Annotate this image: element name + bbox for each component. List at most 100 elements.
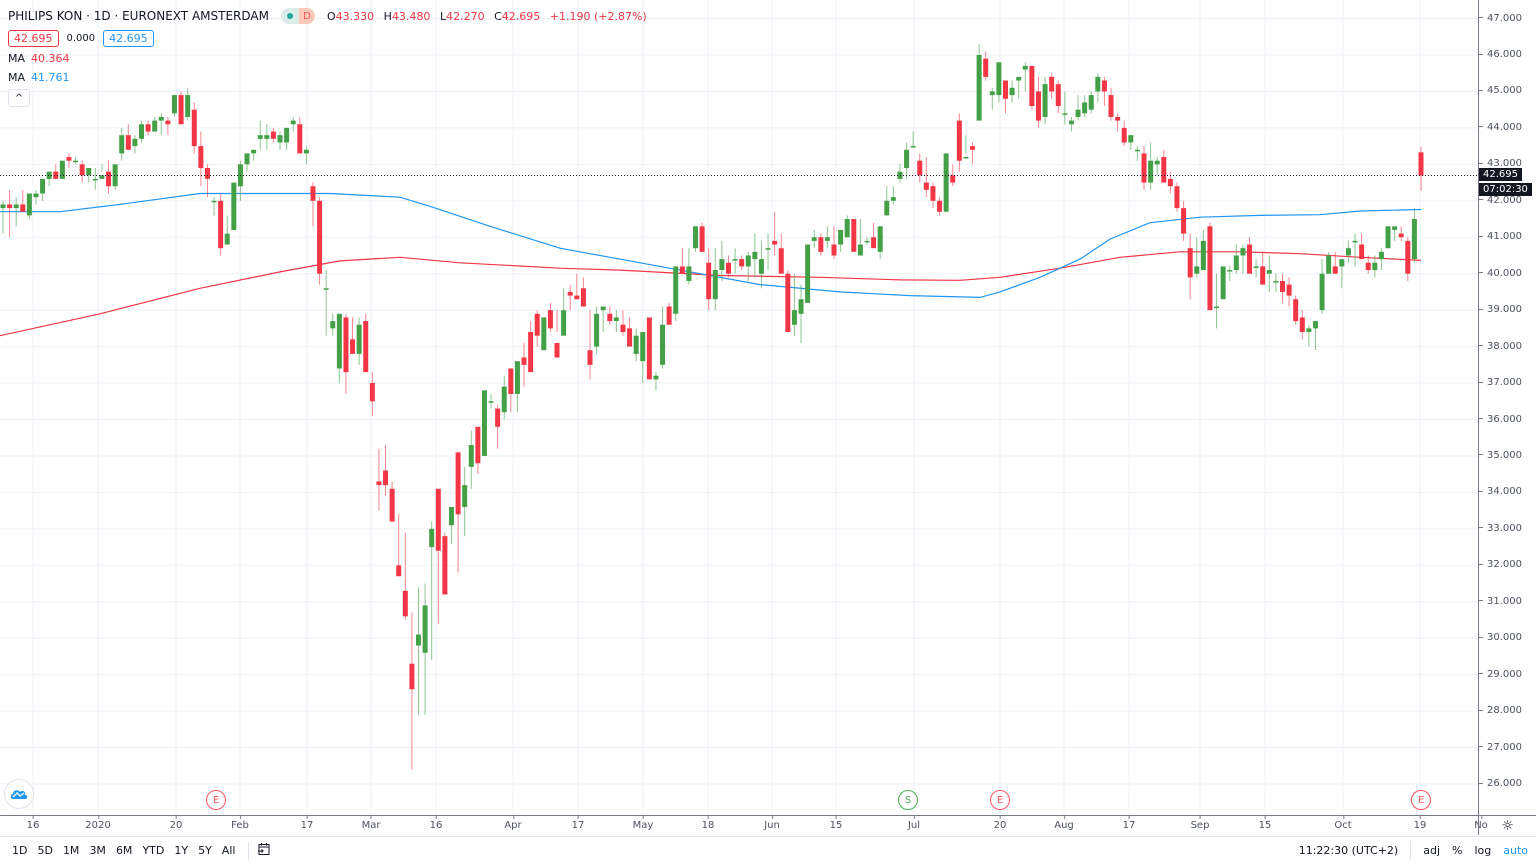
candle <box>1411 208 1417 263</box>
candle <box>1194 237 1200 278</box>
candle <box>106 160 112 194</box>
settings-gear-icon: ☼ <box>1501 817 1514 834</box>
candle <box>231 182 237 230</box>
candle <box>244 153 250 172</box>
range-button-5d[interactable]: 5D <box>37 844 53 857</box>
clock-timezone[interactable]: 11:22:30 (UTC+2) <box>1298 844 1399 857</box>
goto-date-button[interactable] <box>257 842 271 859</box>
bid-ask-row: 42.695 0.000 42.695 <box>8 28 653 48</box>
ma-blue-line[interactable] <box>0 192 1422 299</box>
candle <box>363 313 369 373</box>
range-button-1y[interactable]: 1Y <box>174 844 189 857</box>
candles <box>0 44 1424 770</box>
bottom-toolbar: 1D 5D 1M 3M 6M YTD 1Y 5Y All 11:22:30 (UTC+2) ad… <box>0 836 1536 864</box>
range-button-1d[interactable]: 1D <box>12 844 28 857</box>
ma-red-line[interactable] <box>0 251 1422 337</box>
candle <box>1233 244 1239 274</box>
chart-settings-button[interactable]: ☼ <box>1478 815 1536 835</box>
range-button-all[interactable]: All <box>221 844 236 857</box>
auto-toggle[interactable]: auto <box>1503 844 1528 857</box>
price-tick: 40.000 <box>1479 268 1522 279</box>
divider <box>248 841 250 860</box>
candle <box>1187 233 1193 300</box>
indicator-ma-blue[interactable]: MA 41.761 <box>8 70 70 84</box>
candle <box>798 284 804 343</box>
candle <box>330 313 336 336</box>
candle <box>323 270 329 336</box>
time-tick: May <box>632 816 654 831</box>
candle <box>699 222 705 252</box>
candle <box>1372 255 1378 278</box>
candle <box>178 91 184 125</box>
earnings-event-marker[interactable]: E <box>206 790 226 810</box>
candle <box>1141 146 1147 190</box>
collapse-legend-button[interactable]: ^ <box>8 89 30 107</box>
market-open-icon <box>280 8 299 24</box>
candle <box>119 127 125 161</box>
earnings-event-marker[interactable]: E <box>990 790 1010 810</box>
candle <box>613 310 619 333</box>
candle <box>541 317 547 351</box>
candle <box>59 160 65 179</box>
range-button-5y[interactable]: 5Y <box>198 844 212 857</box>
chevron-up-icon: ^ <box>14 92 24 104</box>
range-button-6m[interactable]: 6M <box>115 844 133 857</box>
price-tick: 47.000 <box>1479 13 1522 24</box>
candle <box>1055 80 1061 114</box>
candle <box>211 197 217 216</box>
price-tick: 27.000 <box>1479 742 1522 753</box>
candle <box>251 149 257 161</box>
low-value: 42.270 <box>446 9 485 23</box>
candle <box>1312 321 1318 351</box>
candle <box>567 284 573 311</box>
range-button-3m[interactable]: 3M <box>89 844 106 857</box>
candle <box>1154 157 1160 176</box>
time-axis[interactable]: 16 2020 20 Feb 17 Mar 16 Apr 17 May 18 Jun 15 Jul 20 Au… <box>0 815 1488 835</box>
range-button-ytd[interactable]: YTD <box>142 844 165 857</box>
bar-countdown-label: 07:02:30 <box>1479 183 1532 196</box>
time-tick: 17 <box>1122 816 1136 831</box>
tradingview-logo[interactable] <box>4 779 34 809</box>
price-axis[interactable]: EUR 47.00046.00045.00044.00043.00042.000… <box>1478 0 1536 815</box>
buy-price-button[interactable]: 42.695 <box>103 29 154 47</box>
log-toggle[interactable]: log <box>1474 844 1492 857</box>
candle <box>943 153 949 212</box>
symbol-title[interactable]: PHILIPS KON · 1D · EURONEXT AMSTERDAM <box>8 9 269 23</box>
chart-pane[interactable]: PHILIPS KON · 1D · EURONEXT AMSTERDAM D … <box>0 0 1478 815</box>
candle <box>1068 116 1074 132</box>
candlestick-chart[interactable] <box>0 0 1478 815</box>
candle <box>534 310 540 347</box>
ma-blue-value: 41.761 <box>31 70 70 84</box>
time-tick: 15 <box>829 816 843 831</box>
candle <box>1260 251 1266 285</box>
delayed-badge: D <box>298 8 315 24</box>
candle <box>1273 273 1279 292</box>
candle <box>1253 259 1259 278</box>
market-status-badge[interactable]: D <box>280 8 315 24</box>
candle <box>1128 135 1134 150</box>
candle <box>396 514 402 577</box>
candle <box>66 153 72 168</box>
candle <box>1385 226 1391 249</box>
split-event-marker[interactable]: S <box>898 790 918 810</box>
candle <box>336 313 342 384</box>
price-tick: 30.000 <box>1479 632 1522 643</box>
candle <box>317 197 323 285</box>
candle <box>1108 87 1114 121</box>
candle <box>132 135 138 154</box>
price-tick: 39.000 <box>1479 304 1522 315</box>
percent-toggle[interactable]: % <box>1452 844 1463 857</box>
candle <box>290 116 296 132</box>
sell-price-button[interactable]: 42.695 <box>8 29 59 47</box>
indicator-ma-red[interactable]: MA 40.364 <box>8 51 70 65</box>
range-button-1m[interactable]: 1M <box>62 844 80 857</box>
earnings-event-marker[interactable]: E <box>1411 790 1431 810</box>
price-tick: 32.000 <box>1479 559 1522 570</box>
candle <box>1392 226 1398 241</box>
candle <box>739 255 745 271</box>
candle <box>956 113 962 172</box>
candle <box>679 248 685 274</box>
candle <box>521 342 527 387</box>
adj-toggle[interactable]: adj <box>1423 844 1440 857</box>
candle <box>448 506 454 544</box>
